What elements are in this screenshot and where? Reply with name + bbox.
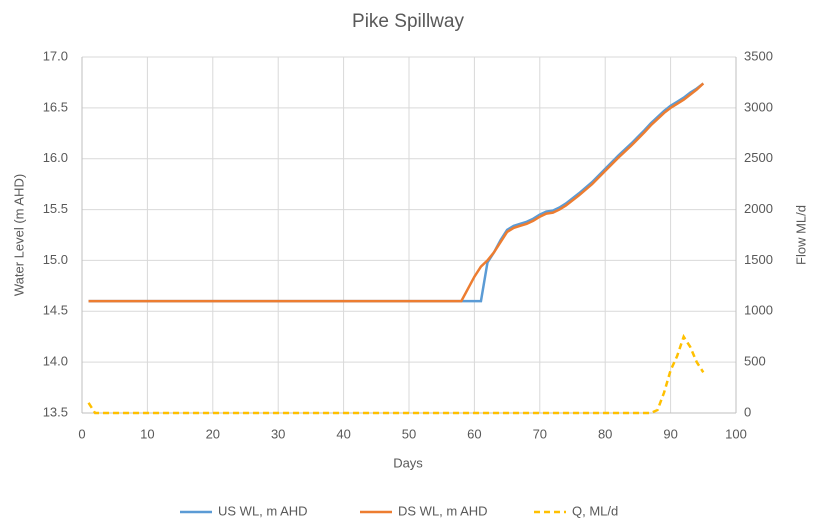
y-tick-label: 16.5 [43, 99, 68, 114]
x-tick-label: 60 [467, 426, 481, 441]
y2-tick-label: 500 [744, 354, 766, 369]
legend-label: DS WL, m AHD [398, 503, 488, 518]
legend-label: US WL, m AHD [218, 503, 308, 518]
x-tick-label: 40 [336, 426, 350, 441]
x-tick-label: 90 [663, 426, 677, 441]
y2-tick-label: 0 [744, 404, 751, 419]
x-tick-label: 100 [725, 426, 747, 441]
x-tick-label: 30 [271, 426, 285, 441]
y-tick-label: 13.5 [43, 404, 68, 419]
y-tick-label: 14.0 [43, 354, 68, 369]
y2-tick-label: 3500 [744, 48, 773, 63]
y-axis-title: Water Level (m AHD) [11, 174, 26, 296]
y2-tick-label: 1500 [744, 252, 773, 267]
y2-tick-label: 1000 [744, 303, 773, 318]
legend-label: Q, ML/d [572, 503, 618, 518]
x-axis-title: Days [393, 455, 423, 470]
y-tick-label: 16.0 [43, 150, 68, 165]
y-tick-label: 15.5 [43, 201, 68, 216]
data-line [87, 333, 705, 415]
y2-tick-label: 3000 [744, 99, 773, 114]
y2-axis-title: Flow ML/d [793, 205, 808, 265]
x-tick-label: 50 [402, 426, 416, 441]
x-tick-label: 20 [206, 426, 220, 441]
x-tick-label: 10 [140, 426, 154, 441]
y-tick-label: 17.0 [43, 48, 68, 63]
x-tick-label: 80 [598, 426, 612, 441]
chart-title: Pike Spillway [352, 11, 464, 32]
data-line [88, 82, 705, 303]
x-tick-label: 0 [78, 426, 85, 441]
y2-tick-label: 2500 [744, 150, 773, 165]
y-tick-label: 15.0 [43, 252, 68, 267]
data-line [88, 82, 705, 303]
y2-tick-label: 2000 [744, 201, 773, 216]
y-tick-label: 14.5 [43, 303, 68, 318]
x-tick-label: 70 [533, 426, 547, 441]
